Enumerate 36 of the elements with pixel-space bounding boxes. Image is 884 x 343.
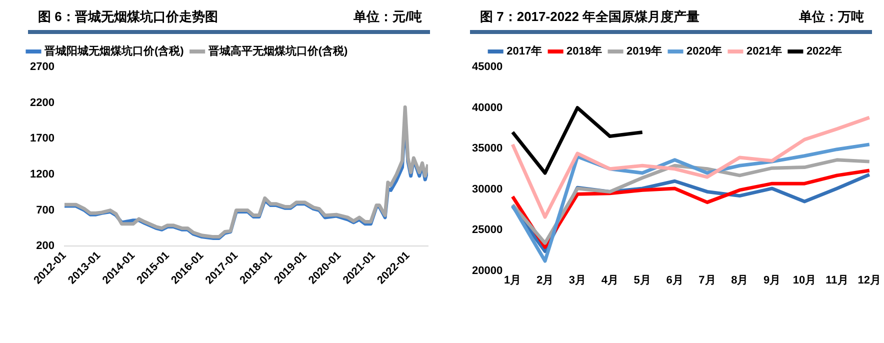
y-tick-label: 1700 — [30, 132, 54, 145]
legend-label: 2018年 — [566, 44, 602, 58]
legend-label: 2019年 — [626, 44, 662, 58]
x-tick-label: 2月 — [536, 274, 554, 286]
x-tick-label: 7月 — [698, 274, 716, 286]
chart-subtitle: 单位：万吨 — [799, 8, 864, 26]
y-tick-label: 2700 — [30, 61, 54, 74]
chart-title: 图 7：2017-2022 年全国原煤月度产量 — [480, 8, 700, 26]
y-tick-label: 20000 — [472, 264, 503, 277]
y-tick-label: 45000 — [472, 61, 503, 74]
x-tick-label: 6月 — [666, 274, 684, 286]
x-tick-label: 12月 — [858, 274, 882, 286]
legend-label: 2022年 — [806, 44, 842, 58]
x-tick-label: 4月 — [601, 274, 618, 286]
x-tick-label: 5月 — [634, 274, 651, 286]
legend-label: 2020年 — [686, 44, 722, 58]
y-tick-label: 1200 — [30, 168, 54, 181]
x-tick-label: 1月 — [504, 274, 522, 286]
chart-title: 图 6：晋城无烟煤坑口价走势图 — [38, 8, 218, 26]
legend-label: 晋城高平无烟煤坑口价(含税) — [207, 44, 348, 58]
legend-label: 晋城阳城无烟煤坑口价(含税) — [44, 44, 184, 58]
y-tick-label: 700 — [36, 204, 54, 216]
y-tick-label: 30000 — [472, 183, 503, 196]
chart-subtitle: 单位：元/吨 — [353, 8, 422, 26]
legend-label: 2021年 — [746, 44, 782, 58]
legend-label: 2017年 — [506, 44, 542, 58]
y-tick-label: 2200 — [30, 96, 54, 109]
y-tick-label: 40000 — [472, 102, 503, 114]
x-tick-label: 8月 — [731, 274, 748, 286]
y-tick-label: 35000 — [472, 142, 503, 155]
x-tick-label: 10月 — [792, 274, 816, 286]
x-tick-label: 9月 — [764, 274, 781, 286]
x-tick-label: 11月 — [826, 274, 848, 286]
y-tick-label: 200 — [36, 240, 54, 252]
y-tick-label: 25000 — [472, 224, 503, 236]
x-tick-label: 3月 — [568, 274, 586, 286]
